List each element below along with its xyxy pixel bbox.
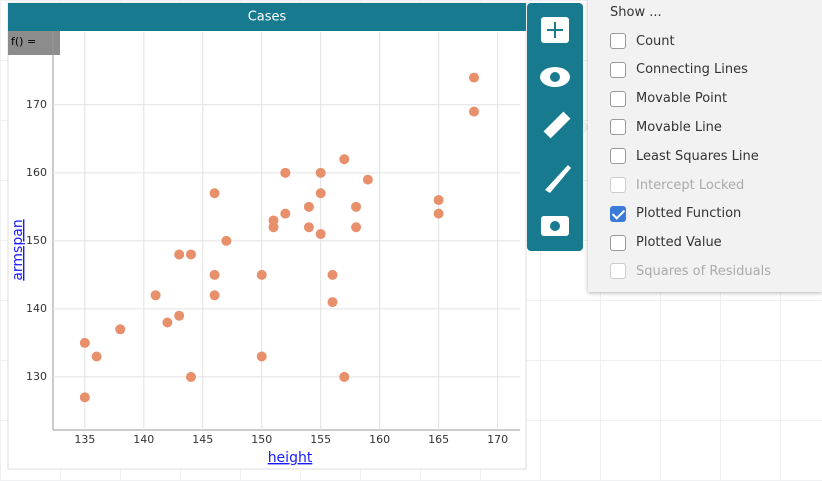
menu-item-label: Plotted Function [636, 206, 742, 222]
ruler-icon[interactable] [543, 111, 571, 139]
menu-item[interactable]: Movable Line [610, 116, 722, 138]
point [315, 188, 326, 199]
point [315, 229, 326, 240]
x-tick-label: 145 [192, 433, 213, 446]
y-tick-label: 130 [26, 370, 47, 383]
menu-item: Squares of Residuals [610, 260, 771, 282]
point [221, 235, 232, 246]
point [280, 167, 291, 178]
menu-item-label: Movable Point [636, 91, 728, 107]
rescale-arrows [547, 22, 563, 38]
point [91, 351, 102, 362]
point [79, 337, 90, 348]
point [362, 174, 373, 185]
point [433, 208, 444, 219]
point [162, 317, 173, 328]
x-tick-label: 170 [487, 433, 508, 446]
x-tick-label: 155 [310, 433, 331, 446]
window-title: Cases [248, 10, 287, 25]
x-tick-label: 140 [133, 433, 154, 446]
x-axis-label[interactable]: height [268, 450, 313, 466]
point [327, 269, 338, 280]
point [303, 201, 314, 212]
point [339, 371, 350, 382]
point [268, 222, 279, 233]
checkbox[interactable] [610, 148, 626, 165]
point [209, 269, 220, 280]
y-tick-label: 170 [26, 98, 47, 111]
checkbox[interactable] [610, 90, 626, 107]
checkbox[interactable] [610, 234, 626, 251]
point [327, 297, 338, 308]
camera-lens [550, 221, 560, 231]
y-tick-label: 140 [26, 302, 47, 315]
brush-icon[interactable] [545, 165, 571, 193]
toolbar [527, 3, 590, 251]
menu-item-label: Movable Line [636, 119, 722, 135]
point [185, 249, 196, 260]
checkbox[interactable] [610, 61, 626, 78]
checkbox [610, 263, 626, 280]
function-label: f() = [11, 35, 36, 48]
menu-item[interactable]: Movable Point [610, 88, 727, 110]
point [209, 290, 220, 301]
checkbox[interactable] [610, 119, 626, 136]
point [79, 392, 90, 403]
show-menu: Show ... Count Connecting Lines Movable Po… [588, 0, 822, 292]
window-frame [7, 2, 527, 470]
menu-item[interactable]: Plotted Function [610, 203, 741, 225]
point [174, 249, 185, 260]
checkbox[interactable] [610, 205, 626, 222]
checkbox[interactable] [610, 33, 626, 49]
x-tick-label: 160 [369, 433, 390, 446]
y-tick-label: 160 [26, 166, 47, 179]
menu-item[interactable]: Plotted Value [610, 232, 722, 254]
menu-item-label: Connecting Lines [636, 62, 748, 78]
point [433, 195, 444, 206]
menu-item[interactable]: Count [610, 30, 675, 52]
menu-item-label: Least Squares Line [636, 148, 759, 164]
y-axis-label[interactable]: armspan [10, 219, 26, 280]
point [209, 188, 220, 199]
menu-pointer [583, 120, 590, 134]
point [280, 208, 291, 219]
function-box[interactable] [8, 31, 60, 55]
point [339, 154, 350, 165]
point [303, 222, 314, 233]
x-tick-label: 165 [428, 433, 449, 446]
point [469, 72, 480, 83]
menu-item-label: Count [636, 33, 675, 49]
eye-pupil [550, 72, 560, 82]
point [256, 351, 267, 362]
menu-item-label: Plotted Value [636, 235, 722, 251]
menu-item[interactable]: Connecting Lines [610, 59, 748, 81]
y-tick-label: 150 [26, 234, 47, 247]
title-bar[interactable] [8, 3, 526, 31]
menu-title: Show ... [610, 5, 662, 20]
point [469, 106, 480, 117]
point [185, 371, 196, 382]
point [351, 201, 362, 212]
x-tick-label: 150 [251, 433, 272, 446]
checkbox [610, 177, 626, 193]
point [351, 222, 362, 233]
menu-item: Intercept Locked [610, 174, 744, 196]
point [315, 167, 326, 178]
menu-item-label: Squares of Residuals [636, 263, 772, 279]
point [115, 324, 126, 335]
point [150, 290, 161, 301]
menu-item-label: Intercept Locked [636, 177, 745, 193]
point [174, 310, 185, 321]
x-tick-label: 135 [74, 433, 95, 446]
point [256, 269, 267, 280]
menu-item[interactable]: Least Squares Line [610, 145, 759, 167]
